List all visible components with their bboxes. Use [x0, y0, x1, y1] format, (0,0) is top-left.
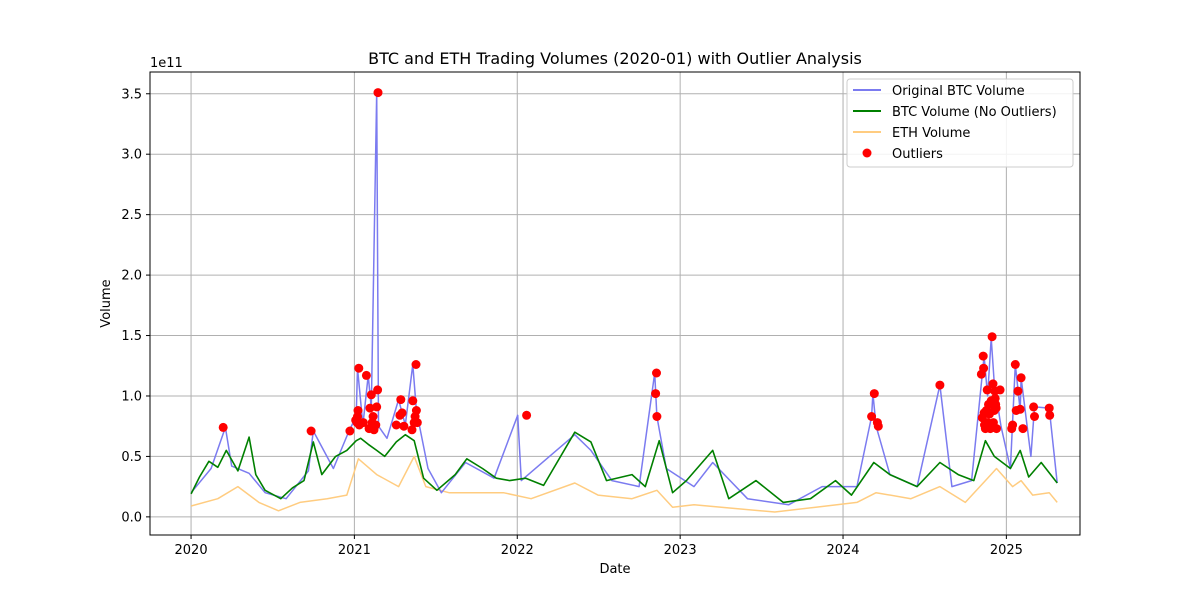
- outlier-point: [873, 421, 883, 431]
- outlier-point: [1045, 410, 1055, 420]
- outlier-point: [407, 425, 417, 435]
- y-tick-label: 3.5: [121, 87, 142, 102]
- outlier-point: [391, 420, 401, 430]
- outlier-point: [368, 412, 378, 421]
- series-btc-volume-no-outliers: [190, 431, 1058, 504]
- outlier-point: [411, 406, 421, 415]
- y-tick-label: 2.5: [121, 208, 142, 223]
- outlier-point: [218, 422, 228, 432]
- legend: Original BTC Volume BTC Volume (No Outlie…: [846, 78, 1074, 168]
- outlier-point: [1029, 402, 1039, 412]
- outlier-point: [988, 379, 998, 389]
- legend-label: ETH Volume: [892, 126, 970, 141]
- outlier-point: [992, 424, 1001, 434]
- y-axis-label: Volume: [99, 279, 114, 327]
- legend-label: Original BTC Volume: [892, 84, 1025, 99]
- legend-box: [846, 78, 1074, 168]
- outlier-point: [365, 403, 375, 413]
- outlier-point: [987, 332, 997, 342]
- outlier-point: [935, 380, 945, 390]
- x-tick-label: 2020: [175, 543, 208, 558]
- legend-label: Outliers: [892, 147, 943, 162]
- outlier-point: [372, 402, 382, 412]
- series-line-original_btc: [190, 91, 1058, 506]
- outlier-point: [412, 418, 422, 428]
- outlier-point: [867, 412, 877, 421]
- outlier-point: [397, 408, 407, 418]
- series-line-btc_no_outliers: [190, 431, 1058, 504]
- plot-frame: [149, 71, 1081, 536]
- y-tick-label: 1.5: [121, 329, 142, 344]
- outlier-point: [373, 385, 383, 395]
- outlier-points: [218, 88, 1055, 436]
- x-tick-label: 2021: [338, 543, 371, 558]
- x-tick-label: 2024: [826, 543, 859, 558]
- outlier-point: [1013, 386, 1023, 396]
- outlier-point: [371, 420, 381, 430]
- y-tick-label: 1.0: [121, 389, 142, 404]
- outlier-point: [411, 360, 421, 369]
- series-eth-volume: [190, 455, 1058, 513]
- outlier-point: [399, 421, 409, 431]
- x-axis-label: Date: [599, 562, 630, 577]
- outlier-point: [522, 410, 532, 420]
- outlier-point: [1044, 403, 1054, 413]
- outlier-point: [652, 412, 662, 421]
- chart-title: BTC and ETH Trading Volumes (2020-01) wi…: [368, 49, 862, 68]
- x-tick-label: 2022: [501, 543, 534, 558]
- legend-marker: [862, 148, 872, 158]
- outlier-point: [366, 390, 376, 400]
- outlier-point: [991, 403, 1001, 413]
- outlier-point: [353, 406, 363, 415]
- outlier-point: [978, 351, 988, 361]
- legend-label: BTC Volume (No Outliers): [892, 105, 1057, 120]
- outlier-point: [358, 418, 368, 428]
- outlier-point: [1018, 424, 1028, 434]
- x-tick-label: 2023: [664, 543, 697, 558]
- outlier-point: [408, 396, 418, 406]
- y-tick-label: 0.5: [121, 450, 142, 465]
- series-original-btc-volume: [190, 91, 1058, 506]
- outlier-point: [306, 426, 316, 436]
- y-tick-label: 0.0: [121, 510, 142, 525]
- outlier-point: [373, 88, 383, 98]
- outlier-point: [1010, 360, 1020, 369]
- outlier-point: [995, 385, 1005, 395]
- outlier-point: [651, 389, 661, 399]
- outlier-point: [979, 363, 989, 373]
- outlier-point: [1015, 404, 1025, 414]
- outlier-point: [652, 368, 661, 378]
- outlier-point: [396, 395, 406, 405]
- outlier-point: [1030, 412, 1039, 421]
- outlier-point: [869, 389, 879, 399]
- outlier-point: [354, 363, 364, 373]
- outlier-point: [1008, 420, 1018, 430]
- y-tick-label: 2.0: [121, 269, 142, 284]
- series-line-eth: [190, 455, 1058, 513]
- outlier-point: [982, 385, 992, 395]
- outlier-point: [361, 370, 371, 380]
- y-axis-ticks: 0.0 0.5 1.0 1.5 2.0 2.5 3.0 3.5: [121, 87, 150, 525]
- y-offset-text: 1e11: [150, 56, 183, 71]
- x-tick-label: 2025: [990, 543, 1023, 558]
- y-tick-label: 3.0: [121, 148, 142, 163]
- outlier-point: [1016, 373, 1026, 383]
- outlier-point: [345, 426, 355, 436]
- x-axis-ticks: 2020 2021 2022 2023 2024 2025: [175, 535, 1023, 558]
